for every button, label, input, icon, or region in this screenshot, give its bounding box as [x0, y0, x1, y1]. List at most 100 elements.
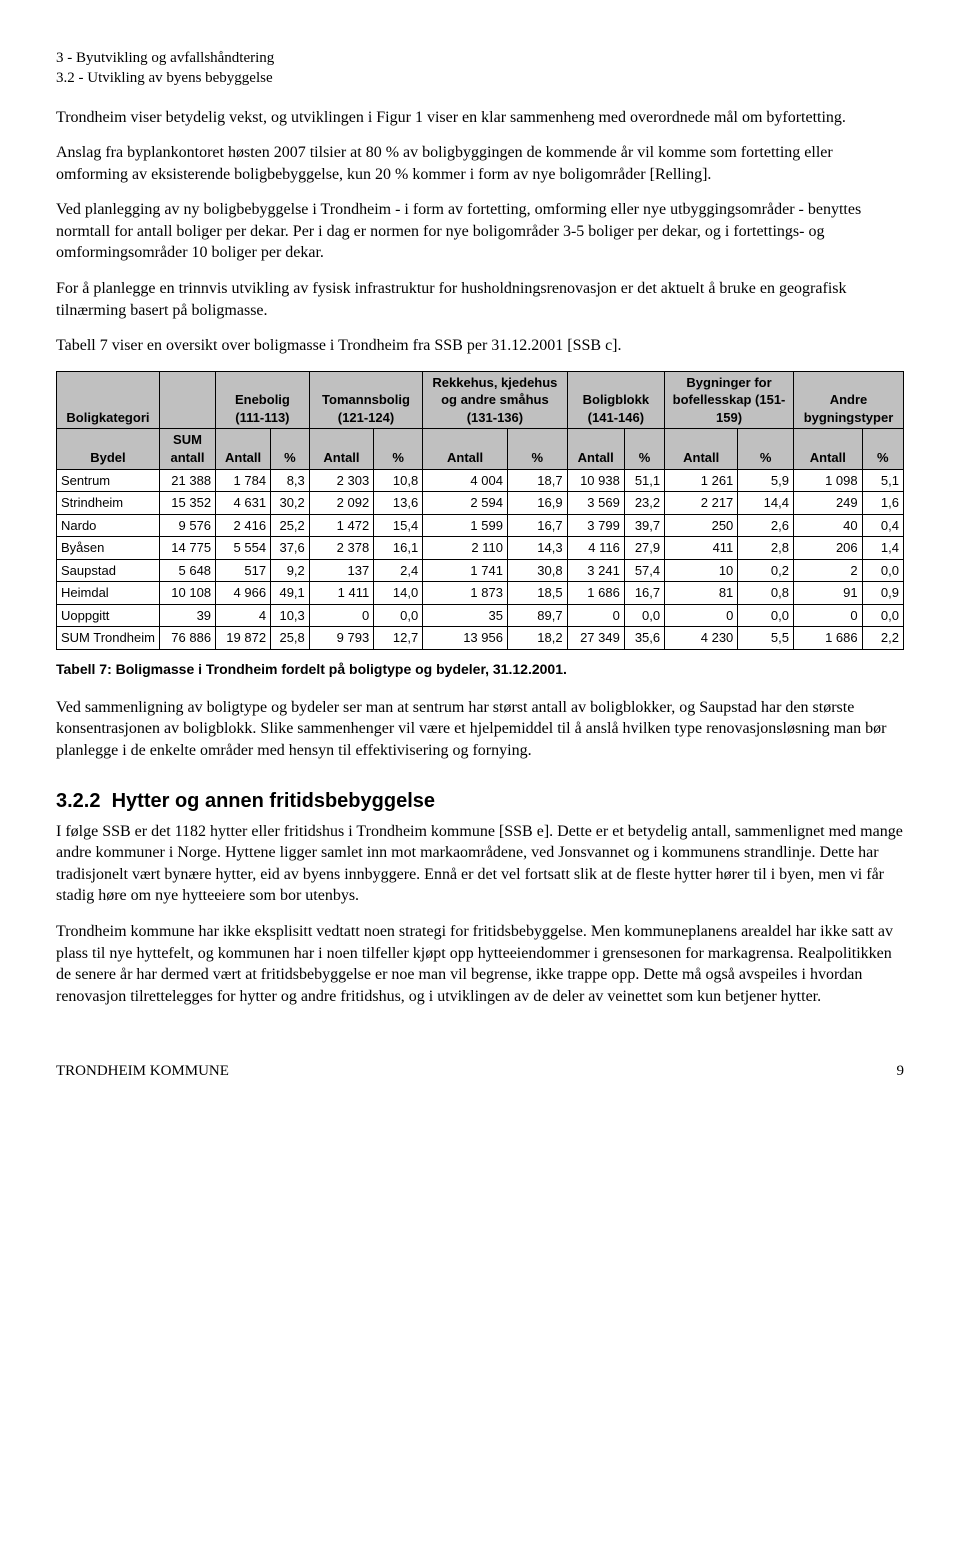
- cell-pct: 5,5: [738, 627, 794, 650]
- cell-pct: 30,2: [271, 492, 310, 515]
- th-antall-4: Antall: [567, 429, 624, 469]
- cell-antall: 2: [793, 559, 862, 582]
- cell-antall: 13 956: [423, 627, 508, 650]
- cell-antall: 4 631: [216, 492, 271, 515]
- cell-pct: 14,0: [374, 582, 423, 605]
- th-boligblokk: Boligblokk (141-146): [567, 371, 665, 429]
- th-antall-1: Antall: [216, 429, 271, 469]
- cell-antall: 91: [793, 582, 862, 605]
- cell-antall: 0: [567, 604, 624, 627]
- section-num: 3.2.2: [56, 790, 100, 812]
- boligmasse-table: Boligkategori Enebolig (111-113) Tomanns…: [56, 371, 904, 650]
- cell-antall: 1 411: [309, 582, 373, 605]
- cell-antall: 0: [309, 604, 373, 627]
- cell-pct: 0,0: [738, 604, 794, 627]
- cell-antall: 1 873: [423, 582, 508, 605]
- cell-antall: 411: [665, 537, 738, 560]
- cell-pct: 14,3: [507, 537, 567, 560]
- th-enebolig: Enebolig (111-113): [216, 371, 310, 429]
- cell-pct: 49,1: [271, 582, 310, 605]
- cell-pct: 0,9: [862, 582, 903, 605]
- cell-pct: 0,2: [738, 559, 794, 582]
- cell-pct: 16,9: [507, 492, 567, 515]
- cell-pct: 37,6: [271, 537, 310, 560]
- cell-pct: 51,1: [624, 469, 664, 492]
- cell-pct: 25,2: [271, 514, 310, 537]
- cell-pct: 18,5: [507, 582, 567, 605]
- cell-antall: 517: [216, 559, 271, 582]
- th-boligkategori: Boligkategori: [57, 371, 160, 429]
- th-rekkehus: Rekkehus, kjedehus og andre småhus (131-…: [423, 371, 567, 429]
- cell-antall: 250: [665, 514, 738, 537]
- cell-pct: 5,1: [862, 469, 903, 492]
- cell-antall: 4 116: [567, 537, 624, 560]
- row-sum: 10 108: [159, 582, 215, 605]
- table-row: Heimdal10 1084 96649,11 41114,01 87318,5…: [57, 582, 904, 605]
- row-label: Saupstad: [57, 559, 160, 582]
- cell-antall: 2 594: [423, 492, 508, 515]
- th-antall-5: Antall: [665, 429, 738, 469]
- cell-pct: 35,6: [624, 627, 664, 650]
- cell-antall: 2 092: [309, 492, 373, 515]
- cell-pct: 0,0: [862, 604, 903, 627]
- cell-pct: 1,4: [862, 537, 903, 560]
- th-bofellesskap: Bygninger for bofellesskap (151-159): [665, 371, 794, 429]
- cell-pct: 1,6: [862, 492, 903, 515]
- cell-pct: 16,1: [374, 537, 423, 560]
- cell-pct: 14,4: [738, 492, 794, 515]
- row-sum: 39: [159, 604, 215, 627]
- table-row: Strindheim15 3524 63130,22 09213,62 5941…: [57, 492, 904, 515]
- row-label: Byåsen: [57, 537, 160, 560]
- cell-antall: 1 686: [793, 627, 862, 650]
- cell-pct: 0,8: [738, 582, 794, 605]
- cell-pct: 23,2: [624, 492, 664, 515]
- cell-antall: 35: [423, 604, 508, 627]
- cell-antall: 1 261: [665, 469, 738, 492]
- cell-antall: 3 241: [567, 559, 624, 582]
- row-label: Sentrum: [57, 469, 160, 492]
- row-label: Nardo: [57, 514, 160, 537]
- row-sum: 76 886: [159, 627, 215, 650]
- cell-antall: 5 554: [216, 537, 271, 560]
- cell-antall: 3 799: [567, 514, 624, 537]
- cell-pct: 10,8: [374, 469, 423, 492]
- section-title: Hytter og annen fritidsbebyggelse: [112, 790, 435, 812]
- cell-pct: 10,3: [271, 604, 310, 627]
- cell-pct: 0,0: [624, 604, 664, 627]
- paragraph-6: Ved sammenligning av boligtype og bydele…: [56, 697, 904, 762]
- paragraph-4: For å planlegge en trinnvis utvikling av…: [56, 278, 904, 321]
- cell-antall: 2 217: [665, 492, 738, 515]
- cell-antall: 2 378: [309, 537, 373, 560]
- table-row: Byåsen14 7755 55437,62 37816,12 11014,34…: [57, 537, 904, 560]
- cell-antall: 1 784: [216, 469, 271, 492]
- cell-pct: 16,7: [507, 514, 567, 537]
- cell-pct: 39,7: [624, 514, 664, 537]
- th-pct-2: %: [374, 429, 423, 469]
- cell-pct: 18,7: [507, 469, 567, 492]
- paragraph-8: Trondheim kommune har ikke eksplisitt ve…: [56, 921, 904, 1007]
- cell-pct: 27,9: [624, 537, 664, 560]
- doc-header: 3 - Byutvikling og avfallshåndtering 3.2…: [56, 48, 904, 89]
- cell-pct: 5,9: [738, 469, 794, 492]
- th-pct-5: %: [738, 429, 794, 469]
- cell-pct: 12,7: [374, 627, 423, 650]
- cell-pct: 13,6: [374, 492, 423, 515]
- cell-pct: 2,4: [374, 559, 423, 582]
- cell-antall: 249: [793, 492, 862, 515]
- cell-antall: 40: [793, 514, 862, 537]
- th-antall-2: Antall: [309, 429, 373, 469]
- header-line1: 3 - Byutvikling og avfallshåndtering: [56, 50, 274, 66]
- cell-antall: 2 303: [309, 469, 373, 492]
- cell-antall: 206: [793, 537, 862, 560]
- th-tomannsbolig: Tomannsbolig (121-124): [309, 371, 422, 429]
- th-pct-1: %: [271, 429, 310, 469]
- table-row: Nardo9 5762 41625,21 47215,41 59916,73 7…: [57, 514, 904, 537]
- cell-pct: 8,3: [271, 469, 310, 492]
- cell-pct: 18,2: [507, 627, 567, 650]
- cell-pct: 9,2: [271, 559, 310, 582]
- cell-antall: 4: [216, 604, 271, 627]
- cell-antall: 10: [665, 559, 738, 582]
- cell-antall: 19 872: [216, 627, 271, 650]
- paragraph-7: I følge SSB er det 1182 hytter eller fri…: [56, 821, 904, 907]
- cell-pct: 15,4: [374, 514, 423, 537]
